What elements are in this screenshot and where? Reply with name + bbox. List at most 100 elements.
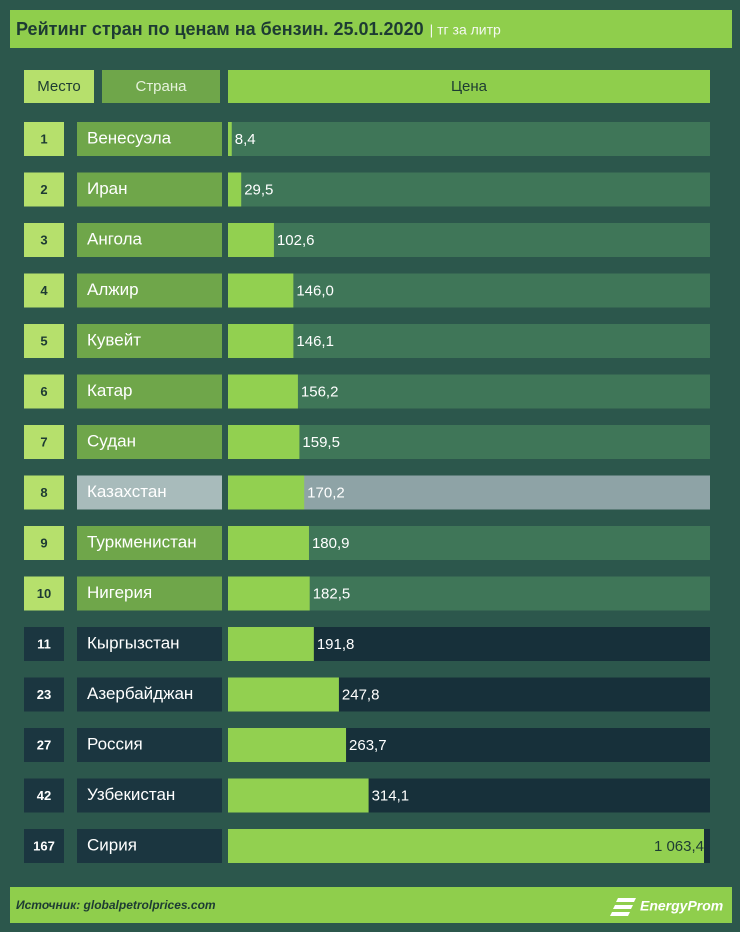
- bar: [228, 677, 339, 712]
- bar: [228, 526, 309, 560]
- bar-track: [228, 324, 710, 358]
- bar: [228, 223, 274, 257]
- country-box: [77, 273, 222, 308]
- bar: [228, 273, 294, 308]
- country-box: [77, 425, 222, 459]
- rank-box: [24, 728, 64, 762]
- rank-box: [24, 223, 64, 257]
- value-label: 314,1: [372, 787, 410, 804]
- header-box: [24, 70, 94, 103]
- category-label: Сирия: [87, 835, 137, 854]
- column-header: Место: [37, 78, 81, 95]
- category-label: Алжир: [87, 280, 139, 299]
- category-label: Туркменистан: [87, 532, 197, 551]
- rank-box: [24, 576, 64, 611]
- value-label: 8,4: [235, 131, 256, 148]
- source: Источник: globalpetrolprices.com: [16, 898, 216, 912]
- country-box: [77, 172, 222, 207]
- category-label: Казахстан: [87, 482, 167, 501]
- country-box: [77, 223, 222, 257]
- value-label: 182,5: [313, 585, 351, 602]
- value-label: 156,2: [301, 383, 339, 400]
- country-box: [77, 677, 222, 712]
- value-label: 263,7: [349, 737, 387, 754]
- chart-title: Рейтинг стран по ценам на бензин. 25.01.…: [16, 19, 424, 39]
- country-box: [77, 627, 222, 661]
- rank-box: [24, 425, 64, 459]
- rank: 11: [37, 636, 51, 651]
- header-box: [102, 70, 220, 103]
- country-box: [77, 829, 222, 863]
- country-box: [77, 374, 222, 409]
- value-label: 247,8: [342, 686, 380, 703]
- category-label: Венесуэла: [87, 128, 172, 147]
- bar: [228, 374, 298, 409]
- bar: [228, 475, 305, 510]
- bar: [228, 728, 347, 762]
- value-label: 159,5: [302, 434, 340, 451]
- rank: 23: [37, 687, 51, 702]
- category-label: Азербайджан: [87, 684, 193, 703]
- country-box: [77, 576, 222, 611]
- bar: [228, 576, 310, 611]
- bar: [228, 627, 314, 661]
- rank-box: [24, 324, 64, 358]
- bar: [228, 829, 704, 863]
- rank: 1: [40, 131, 47, 146]
- chart-subtitle: | тг за литр: [430, 22, 501, 38]
- country-box: [77, 526, 222, 560]
- rank: 3: [40, 232, 47, 247]
- logo: EnergyProm: [640, 898, 723, 914]
- bar: [228, 172, 242, 207]
- value-label: 170,2: [307, 484, 345, 501]
- value-label: 180,9: [312, 535, 350, 552]
- rank-box: [24, 374, 64, 409]
- rank: 27: [37, 737, 51, 752]
- bar-track: [228, 223, 710, 257]
- category-label: Ангола: [87, 229, 143, 248]
- rank-box: [24, 778, 64, 813]
- category-label: Иран: [87, 179, 128, 198]
- rank-box: [24, 475, 64, 510]
- rank: 7: [40, 434, 47, 449]
- rank-box: [24, 122, 64, 156]
- category-label: Нигерия: [87, 583, 152, 602]
- rank-box: [24, 829, 64, 863]
- column-header: Страна: [135, 78, 187, 95]
- header-box: [228, 70, 710, 103]
- bar: [228, 324, 294, 358]
- country-box: [77, 324, 222, 358]
- bar-track: [228, 475, 710, 510]
- value-label: 1 063,4: [654, 838, 704, 855]
- bar: [228, 425, 300, 459]
- rank: 4: [40, 283, 48, 298]
- value-label: 29,5: [244, 181, 273, 198]
- bar-track: [228, 374, 710, 409]
- rank-box: [24, 627, 64, 661]
- value-label: 191,8: [317, 636, 355, 653]
- rank-box: [24, 172, 64, 207]
- category-label: Россия: [87, 734, 143, 753]
- country-box: [77, 475, 222, 510]
- column-header: Цена: [451, 78, 488, 95]
- rank: 167: [33, 838, 55, 853]
- rank: 8: [40, 485, 47, 500]
- bar: [228, 122, 232, 156]
- bar-track: [228, 425, 710, 459]
- value-label: 146,0: [296, 282, 334, 299]
- bar: [228, 778, 369, 813]
- category-label: Кыргызстан: [87, 633, 180, 652]
- category-label: Узбекистан: [87, 785, 175, 804]
- rank-box: [24, 526, 64, 560]
- rank-box: [24, 273, 64, 308]
- country-box: [77, 778, 222, 813]
- bar-track: [228, 273, 710, 308]
- footer-bar: [10, 887, 732, 923]
- logo-icon: [610, 898, 636, 916]
- rank: 2: [40, 182, 47, 197]
- country-box: [77, 728, 222, 762]
- bar-track: [228, 172, 710, 207]
- category-label: Кувейт: [87, 330, 141, 349]
- rank: 5: [40, 333, 47, 348]
